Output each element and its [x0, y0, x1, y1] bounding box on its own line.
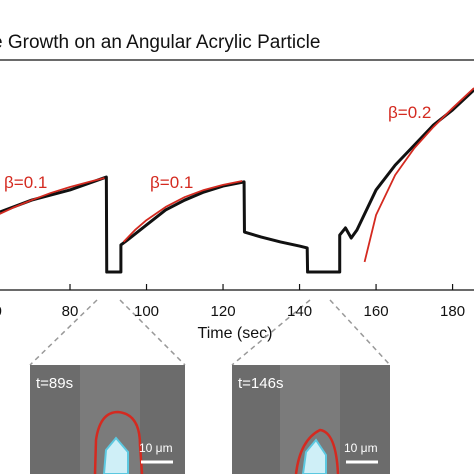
- scale-label: 10 μm: [139, 441, 173, 455]
- x-tick-label: 140: [287, 303, 312, 320]
- annotation: β=0.1: [4, 173, 47, 192]
- x-tick-label: 80: [62, 303, 79, 320]
- fit-line: [0, 177, 105, 215]
- x-tick-label: 160: [364, 303, 389, 320]
- scale-label: 10 μm: [344, 441, 378, 455]
- chart-title: e Growth on an Angular Acrylic Particle: [0, 32, 320, 53]
- fit-line: [122, 180, 243, 243]
- x-tick-label: 180: [440, 303, 465, 320]
- x-tick-label: 100: [134, 303, 159, 320]
- data-line: [0, 88, 474, 274]
- annotation: β=0.2: [388, 103, 431, 122]
- annotation: β=0.1: [150, 173, 193, 192]
- plot-area: [0, 87, 474, 274]
- x-tick-label: 120: [211, 303, 236, 320]
- inset-image: [30, 365, 390, 474]
- x-tick-label: 60: [0, 303, 2, 320]
- inset-label: t=146s: [238, 375, 283, 392]
- x-axis-label: Time (sec): [198, 325, 273, 342]
- fit-line: [363, 87, 474, 263]
- inset-label: t=89s: [36, 375, 73, 392]
- dashes: [29, 299, 391, 366]
